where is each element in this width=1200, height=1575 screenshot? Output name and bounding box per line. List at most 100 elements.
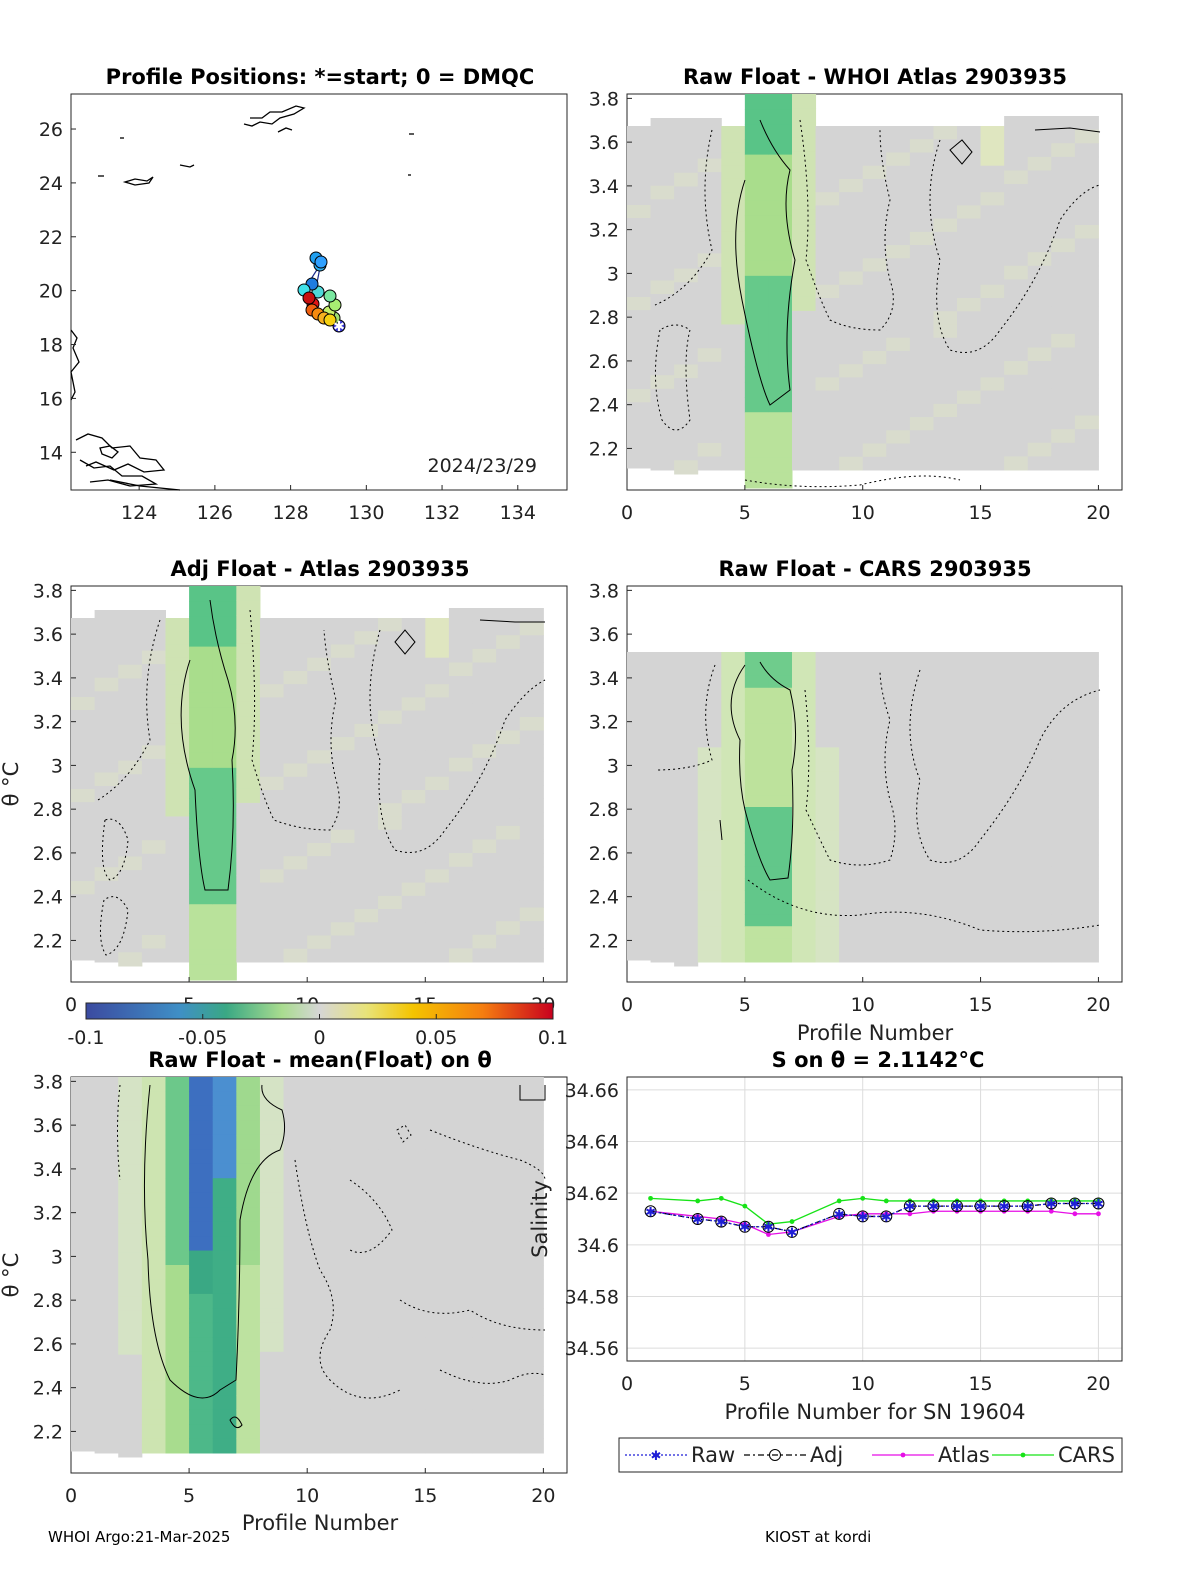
heatmap-cell [189, 1409, 214, 1425]
heatmap-cell [744, 914, 769, 927]
heatmap-cell [1051, 795, 1076, 808]
heatmap-cell [697, 783, 722, 796]
heatmap-cell [212, 752, 237, 769]
heatmap-cell [378, 1134, 403, 1150]
heatmap-cell [933, 390, 958, 405]
heatmap-cell [909, 231, 934, 246]
panel-raw-atlas-y-ticks: 2.22.42.62.833.23.43.63.8 [589, 88, 632, 460]
heatmap-cell [519, 839, 544, 854]
heatmap-cell [94, 894, 119, 909]
heatmap-cell [425, 644, 450, 659]
heatmap-cell [1027, 771, 1052, 784]
heatmap-cell [496, 1409, 521, 1425]
heatmap-cell [189, 1322, 214, 1338]
heatmap-cell [472, 1322, 497, 1338]
heatmap-cell [378, 1279, 403, 1295]
heatmap-cell [118, 1077, 143, 1093]
heatmap-cell [259, 842, 285, 857]
heatmap-cell [862, 842, 887, 856]
heatmap-cell [425, 710, 450, 725]
heatmap-cell [1074, 265, 1099, 280]
colorbar-tick-label: 0.1 [538, 1027, 568, 1049]
heatmap-cell [933, 364, 958, 378]
heatmap-cell [165, 1250, 190, 1266]
panel-raw-cars-y-ticks: 2.22.42.62.833.23.43.63.8 [589, 580, 632, 952]
heatmap-cell [980, 377, 1005, 392]
heatmap-cell [378, 1250, 403, 1266]
contour-dotted-2 [249, 609, 340, 831]
heatmap-cell [401, 1265, 426, 1280]
heatmap-cell [212, 737, 237, 754]
heatmap-cell [909, 417, 934, 431]
heatmap-cell [1004, 842, 1029, 856]
heatmap-cell [862, 854, 887, 868]
heatmap-cell [401, 1149, 426, 1165]
heatmap-cell [886, 771, 911, 784]
heatmap-cell [627, 336, 652, 351]
heatmap-cell [448, 648, 474, 663]
series-point-atlas [860, 1211, 866, 1217]
heatmap-cell [71, 1091, 96, 1107]
heatmap-cell [933, 298, 958, 312]
heatmap-cell [401, 1077, 426, 1092]
series-point-cars [836, 1198, 842, 1204]
heatmap-cell [472, 648, 497, 663]
heatmap-cell [627, 244, 652, 259]
heatmap-cell [378, 1207, 403, 1223]
heatmap-cell [650, 294, 675, 309]
heatmap-cell [721, 842, 746, 856]
heatmap-cell [839, 311, 864, 325]
heatmap-cell [650, 771, 675, 784]
heatmap-cell [259, 922, 285, 937]
heatmap-cell [744, 321, 769, 337]
heatmap-cell [307, 895, 332, 910]
y-tick-label: 3.4 [589, 176, 619, 198]
heatmap-cell [330, 1134, 355, 1150]
heatmap-cell [697, 926, 722, 939]
heatmap-cell [674, 917, 699, 931]
heatmap-cell [118, 856, 143, 871]
heatmap-cell [330, 1366, 355, 1382]
heatmap-cell [283, 803, 308, 817]
y-tick-label: 2.6 [33, 843, 63, 865]
heatmap-cell [307, 1221, 332, 1237]
heatmap-cell [957, 854, 982, 868]
heatmap-cell [815, 687, 840, 701]
heatmap-cell [189, 676, 214, 693]
heatmap-cell [330, 856, 355, 870]
heatmap-cell [933, 258, 958, 273]
heatmap-cell [768, 412, 793, 428]
heatmap-cell [862, 652, 887, 665]
heatmap-cell [957, 192, 982, 206]
heatmap-cell [259, 1279, 285, 1295]
heatmap-cell [980, 403, 1005, 418]
heatmap-cell [259, 1163, 285, 1179]
y-tick-label: 2.6 [589, 351, 619, 373]
heatmap-cell [674, 941, 699, 955]
heatmap-cell [1027, 129, 1052, 144]
heatmap-cell [957, 403, 982, 418]
heatmap-cell [1074, 401, 1099, 417]
heatmap-cell [768, 94, 793, 110]
heatmap-cell [957, 747, 982, 760]
heatmap-cell [627, 349, 652, 364]
heatmap-cell [674, 857, 699, 870]
heatmap-cell [236, 1438, 261, 1454]
heatmap-cell [236, 817, 261, 833]
heatmap-cell [118, 1398, 143, 1414]
series-point-cars [648, 1195, 653, 1201]
heatmap-cell [627, 734, 652, 748]
heatmap-cell [141, 1265, 166, 1280]
heatmap-cell [744, 230, 769, 247]
contour-solid-closed [229, 1416, 243, 1429]
heatmap-cell [744, 427, 769, 444]
heatmap-cell [259, 1077, 285, 1092]
heatmap-cell [1051, 926, 1076, 939]
heatmap-cell [674, 172, 699, 187]
heatmap-cell [1004, 306, 1029, 321]
series-point-cars [1048, 1198, 1054, 1204]
heatmap-cell [862, 430, 887, 445]
heatmap-cell [909, 390, 934, 405]
contour-dotted-3 [369, 629, 546, 853]
heatmap-cell [165, 710, 190, 725]
